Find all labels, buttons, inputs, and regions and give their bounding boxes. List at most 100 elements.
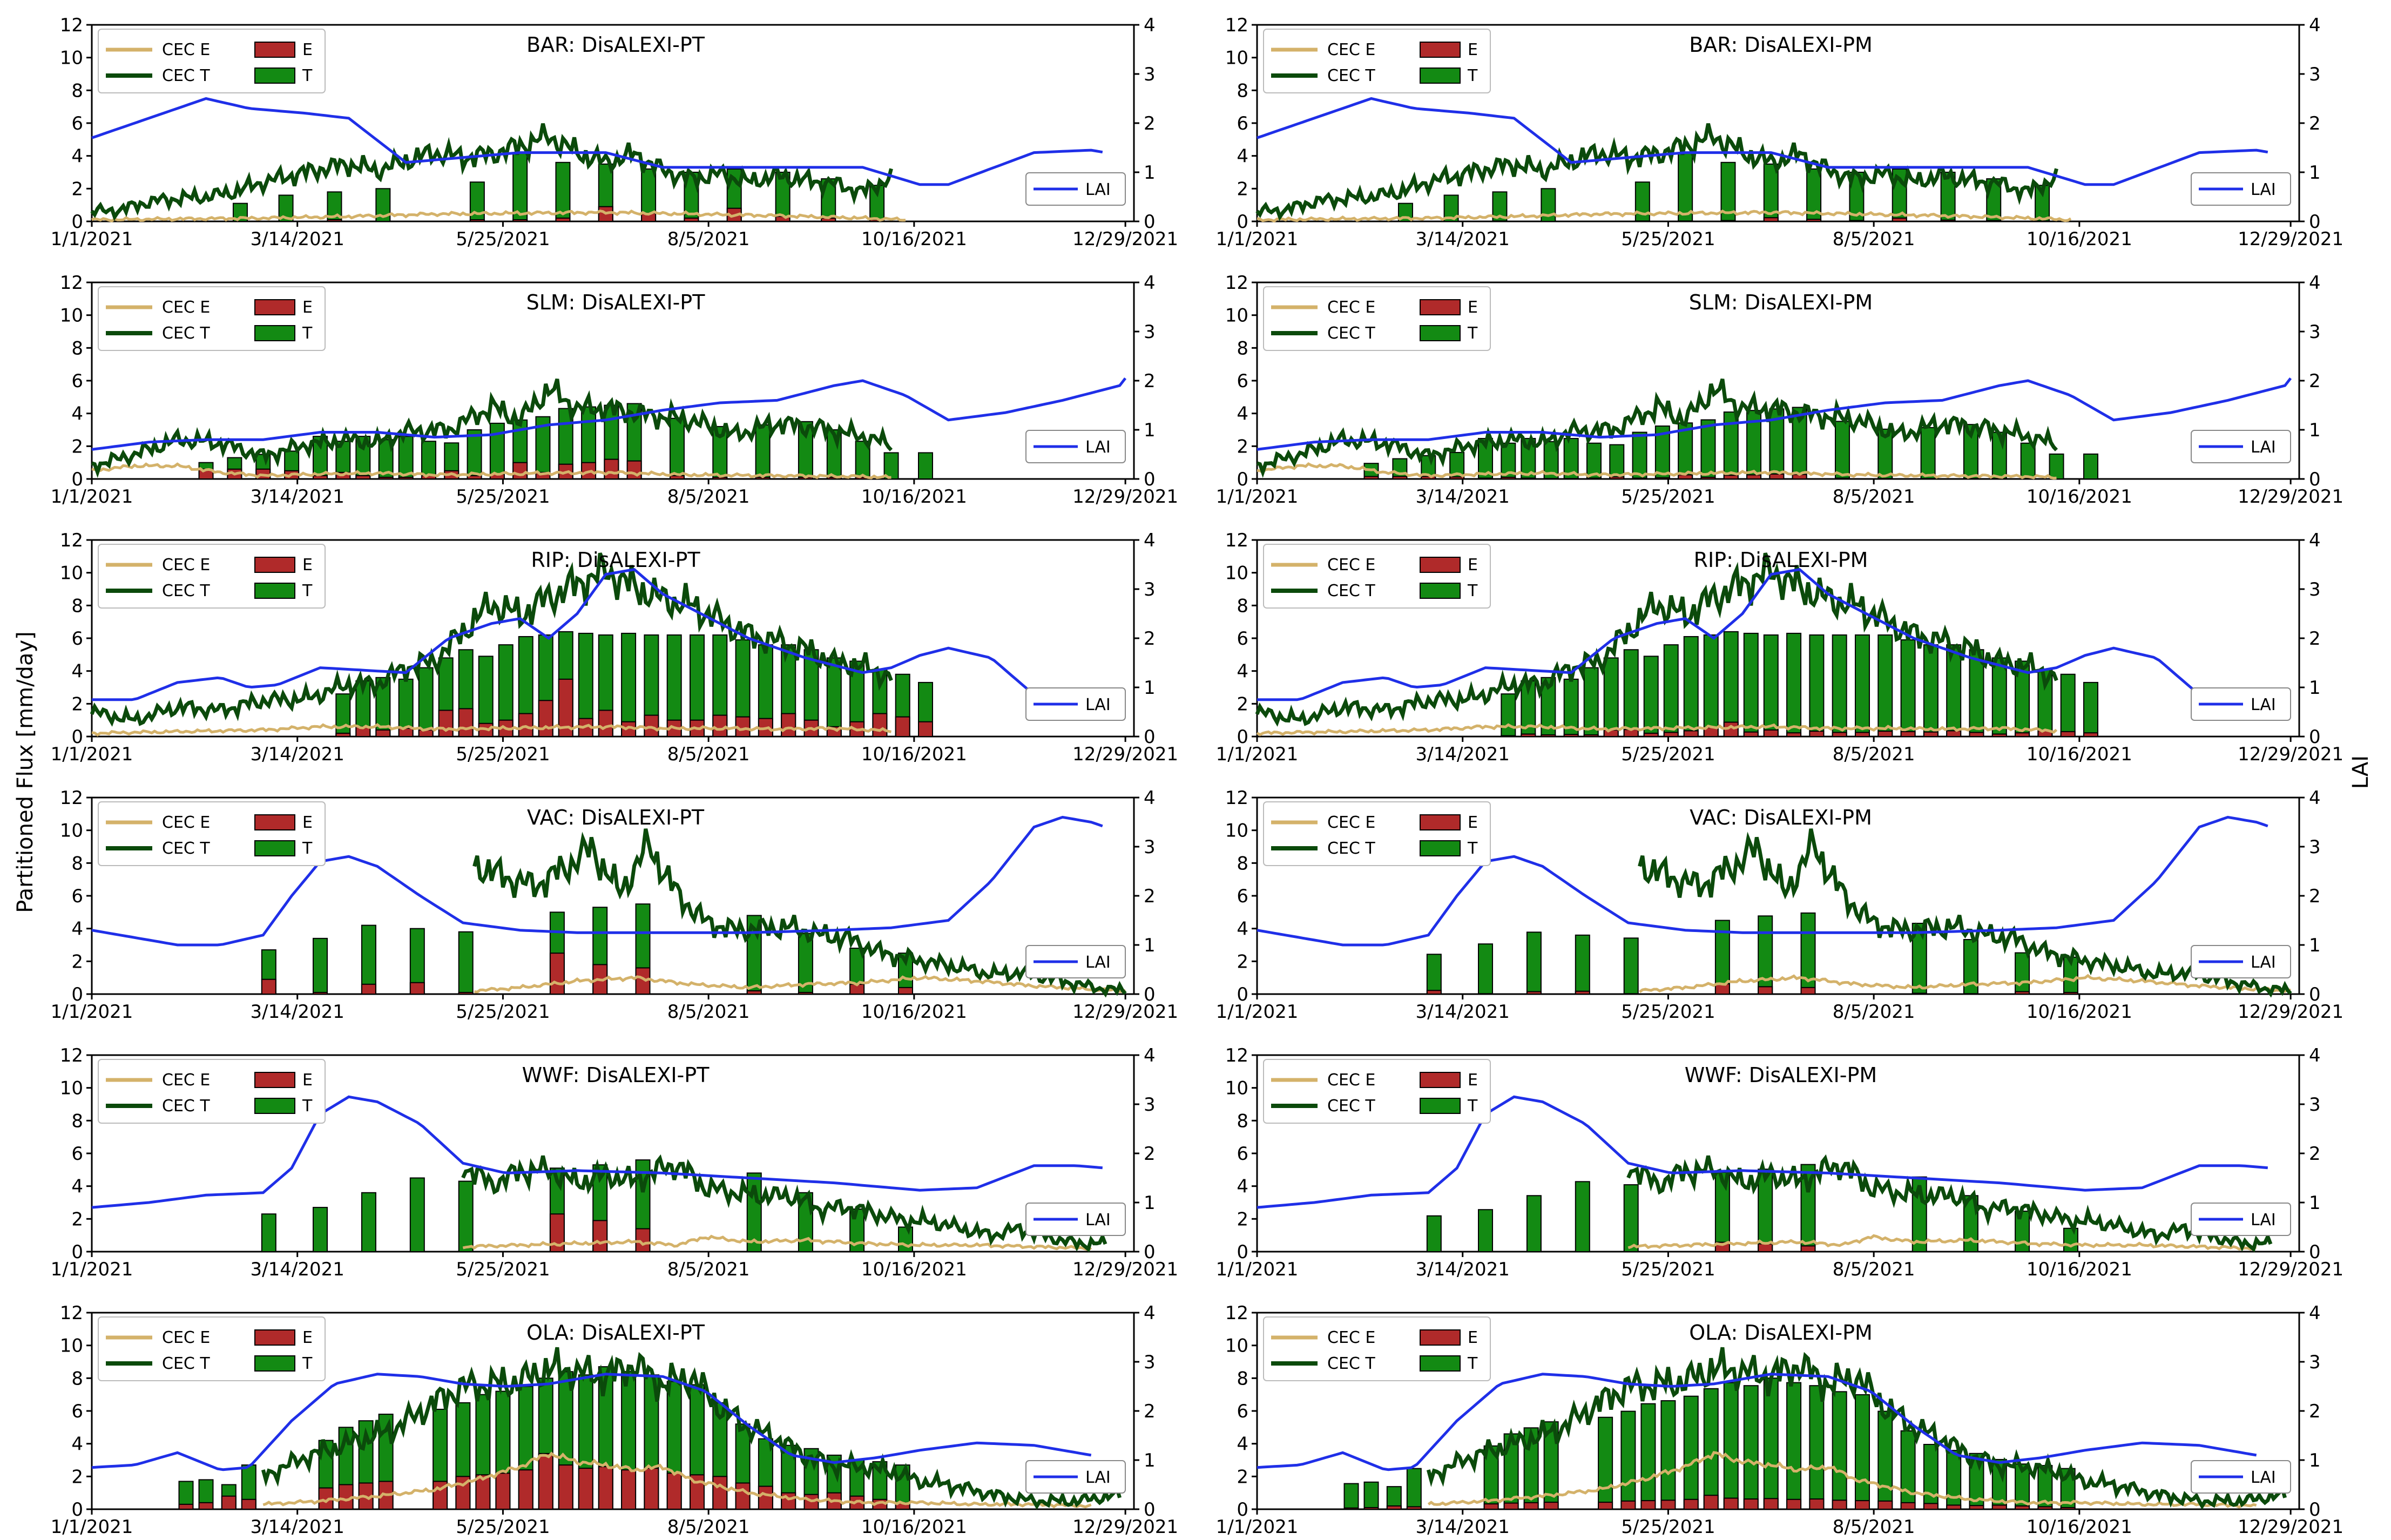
bar-t xyxy=(313,1207,328,1253)
y2-tick-label: 1 xyxy=(1144,935,1156,956)
legend-swatch-e xyxy=(254,299,295,315)
bar-t xyxy=(261,1213,276,1253)
y-tick-label: 0 xyxy=(1237,211,1248,233)
bar-e xyxy=(512,219,528,222)
bar-e xyxy=(2037,1506,2053,1510)
cec-e-line xyxy=(462,1234,1092,1252)
x-tick-label: 1/1/2021 xyxy=(51,486,133,508)
bar-e xyxy=(1523,1502,1539,1510)
legend-lai: LAI xyxy=(1025,687,1126,721)
legend-label-cec-e: CEC E xyxy=(1327,1071,1375,1090)
bar-e xyxy=(1758,1243,1773,1252)
legend-label-t: T xyxy=(302,839,313,858)
y2-tick-label: 2 xyxy=(2309,1401,2321,1422)
legend-label-lai: LAI xyxy=(1085,180,1111,199)
y2-tick-label: 2 xyxy=(1144,1143,1156,1165)
bar-e xyxy=(1946,730,1962,737)
bar-e xyxy=(1786,1498,1802,1510)
y2-tick-label: 3 xyxy=(2309,1094,2321,1116)
bar-e xyxy=(604,458,619,479)
legend-swatch-t xyxy=(254,583,295,599)
bar-t xyxy=(1946,1450,1962,1510)
y-tick-label: 2 xyxy=(1237,436,1248,457)
y-tick-label: 6 xyxy=(71,886,83,907)
bar-e xyxy=(355,475,371,480)
bar-e xyxy=(1800,987,1816,995)
legend-label-e: E xyxy=(302,813,313,832)
x-tick-label: 5/25/2021 xyxy=(456,1259,550,1280)
bar-t xyxy=(1603,657,1619,738)
bar-e xyxy=(1800,1245,1816,1252)
legend: CEC E CEC T ET xyxy=(98,286,326,351)
y2-tick-label: 1 xyxy=(1144,677,1156,699)
legend-label-lai: LAI xyxy=(1085,1468,1111,1487)
bar-e xyxy=(1501,735,1516,737)
x-tick-label: 3/14/2021 xyxy=(1416,228,1510,250)
bar-e xyxy=(666,1473,682,1510)
bar-e xyxy=(1806,219,1822,222)
bar-e xyxy=(1900,1502,1916,1510)
legend-swatch-t xyxy=(1420,67,1461,84)
y2-tick-label: 0 xyxy=(1144,984,1156,1005)
bar-e xyxy=(1478,477,1494,480)
bar-t xyxy=(409,1177,425,1252)
bar-t xyxy=(1763,634,1779,738)
x-tick-label: 10/16/2021 xyxy=(861,744,967,765)
y-tick-label: 10 xyxy=(60,1335,83,1357)
y-tick-label: 4 xyxy=(71,1176,83,1198)
x-tick-label: 1/1/2021 xyxy=(51,1259,133,1280)
x-tick-label: 8/5/2021 xyxy=(1833,744,1915,765)
legend-label-e: E xyxy=(1468,1071,1478,1090)
cec-e-line xyxy=(91,209,906,223)
bar-e xyxy=(1946,1504,1962,1510)
bar-e xyxy=(918,721,933,737)
bar-e xyxy=(518,1469,533,1510)
y2-tick-label: 2 xyxy=(1144,113,1156,134)
bar-series xyxy=(1426,1164,2078,1253)
y-tick-label: 12 xyxy=(60,1302,83,1324)
x-tick-label: 5/25/2021 xyxy=(1621,1259,1715,1280)
cec-t-line xyxy=(1255,123,2058,221)
legend-swatch-e xyxy=(1420,814,1461,830)
bar-e xyxy=(2063,991,2078,995)
bar-e xyxy=(335,732,351,738)
y-tick-label: 0 xyxy=(71,211,83,233)
y-tick-label: 10 xyxy=(1225,820,1248,842)
x-tick-label: 3/14/2021 xyxy=(1416,744,1510,765)
legend-label-t: T xyxy=(302,582,313,600)
x-tick-label: 1/1/2021 xyxy=(51,1516,133,1538)
legend-swatch-t xyxy=(1420,583,1461,599)
x-tick-label: 3/14/2021 xyxy=(1416,1516,1510,1538)
panel-title: WWF: DisALEXI-PT xyxy=(522,1063,710,1087)
bar-t xyxy=(1743,632,1759,738)
x-tick-label: 10/16/2021 xyxy=(861,486,967,508)
y2-tick-label: 1 xyxy=(2309,162,2321,184)
bar-t xyxy=(1700,419,1716,479)
cec-t-line xyxy=(1426,1347,2287,1510)
bar-e xyxy=(1986,220,2002,222)
x-tick-label: 3/14/2021 xyxy=(1416,1001,1510,1023)
x-tick-label: 12/29/2021 xyxy=(1072,1259,1178,1280)
y-tick-label: 0 xyxy=(71,726,83,748)
legend-label-lai: LAI xyxy=(2251,1211,2276,1230)
bar-e xyxy=(221,1495,237,1510)
bar-t xyxy=(1643,656,1659,738)
cec-t-line xyxy=(1638,828,2292,998)
y2-tick-label: 1 xyxy=(1144,420,1156,441)
legend-label-cec-t: CEC T xyxy=(162,1354,210,1373)
panel-title: OLA: DisALEXI-PT xyxy=(526,1321,705,1345)
bar-e xyxy=(327,219,342,222)
y-tick-label: 8 xyxy=(71,853,83,874)
y2-tick-label: 3 xyxy=(2309,321,2321,343)
left-axis-title: Partitioned Flux [mm/day] xyxy=(13,631,38,913)
y2-tick-label: 1 xyxy=(2309,935,2321,956)
cec-e-line xyxy=(1427,1451,2257,1509)
y-tick-label: 8 xyxy=(1237,337,1248,359)
y2-tick-label: 0 xyxy=(2309,1499,2321,1521)
y-tick-label: 4 xyxy=(1237,403,1248,425)
x-tick-label: 3/14/2021 xyxy=(251,1259,345,1280)
legend-lai: LAI xyxy=(1025,1460,1126,1494)
y2-tick-label: 4 xyxy=(2309,15,2321,36)
y2-tick-label: 0 xyxy=(2309,1241,2321,1263)
